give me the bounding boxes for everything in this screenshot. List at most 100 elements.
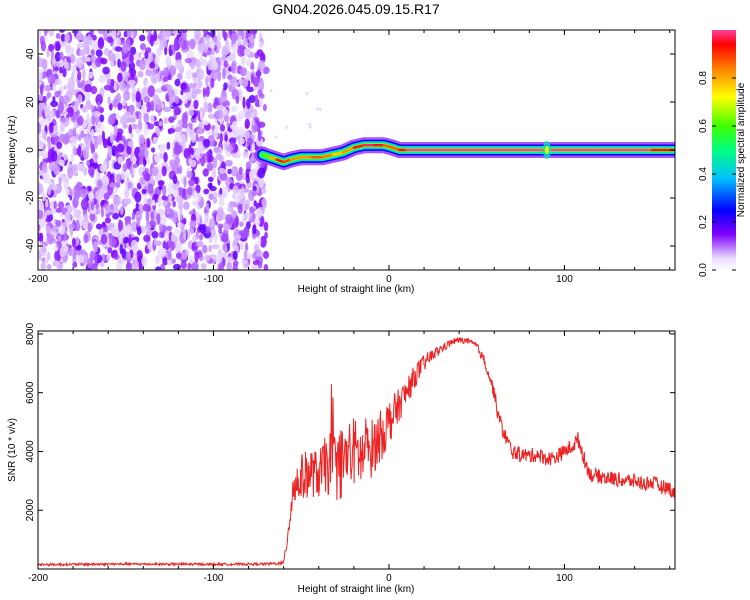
noise-speckle [103, 30, 108, 41]
noise-speckle [239, 229, 247, 240]
noise-speckle [90, 201, 95, 211]
noise-speckle [195, 240, 204, 248]
noise-speckle [47, 92, 52, 98]
noise-speckle [156, 213, 161, 226]
noise-speckle [183, 201, 190, 211]
noise-speckle [146, 157, 151, 165]
noise-speckle [94, 153, 98, 160]
noise-speckle [256, 49, 264, 57]
noise-speckle [254, 94, 259, 102]
noise-speckle [205, 34, 211, 43]
noise-speckle [223, 114, 230, 123]
x-tick-label: 100 [556, 573, 573, 584]
noise-speckle [44, 110, 52, 120]
noise-speckle [241, 56, 245, 67]
snr-ticks: -200 -100 0 100 2000 4000 6000 8000 [25, 322, 675, 584]
noise-speckle [97, 37, 105, 50]
noise-speckle [167, 182, 173, 194]
noise-speckle [251, 142, 256, 153]
noise-speckle [170, 233, 176, 242]
noise-speckle [57, 102, 64, 114]
noise-speckle [120, 205, 124, 216]
noise-speckle [203, 188, 210, 195]
noise-speckle [59, 51, 64, 60]
noise-speckle [215, 122, 219, 134]
noise-speckle [229, 52, 236, 62]
noise-speckle [214, 233, 218, 243]
noise-speckle [200, 156, 206, 167]
noise-speckle [237, 110, 246, 120]
noise-speckle [195, 184, 201, 194]
noise-speckle [237, 126, 245, 136]
noise-speckle [96, 93, 102, 100]
noise-speckle [274, 135, 278, 139]
noise-speckle [207, 102, 213, 113]
y-tick-label: 40 [25, 48, 36, 60]
noise-speckle [194, 176, 199, 185]
noise-speckle [210, 77, 215, 89]
noise-speckle [48, 30, 55, 37]
noise-speckle [48, 43, 55, 52]
noise-speckle [118, 220, 124, 233]
noise-speckle [116, 143, 125, 153]
noise-speckle [74, 98, 80, 108]
noise-speckle [202, 244, 208, 254]
noise-speckle [138, 59, 146, 71]
noise-speckle [83, 214, 89, 220]
snr-ylabel: SNR (10 * v/v) [7, 418, 18, 482]
signal-track-blob [544, 146, 549, 154]
noise-speckle [191, 200, 198, 206]
noise-speckle [238, 30, 244, 36]
noise-speckle [114, 195, 122, 207]
noise-speckle [257, 235, 262, 247]
y-tick-label: -40 [25, 238, 36, 253]
noise-speckle [159, 213, 167, 225]
noise-speckle [230, 206, 234, 215]
noise-speckle [192, 234, 197, 243]
noise-speckle [207, 155, 212, 163]
noise-speckle [228, 30, 233, 36]
noise-speckle [193, 76, 200, 84]
noise-speckle [69, 53, 76, 64]
noise-speckle [62, 234, 67, 242]
noise-speckle [188, 227, 195, 235]
noise-speckle [305, 92, 309, 96]
noise-speckle [285, 125, 289, 129]
noise-speckle [120, 115, 128, 126]
noise-speckle [76, 109, 80, 116]
noise-speckle [235, 234, 242, 240]
noise-speckle [138, 51, 142, 59]
noise-speckle [141, 188, 147, 195]
noise-speckle [145, 101, 152, 113]
noise-speckle [110, 227, 116, 235]
noise-speckle [187, 262, 191, 270]
noise-speckle [240, 137, 245, 145]
noise-speckle [258, 176, 264, 188]
noise-speckle [137, 70, 144, 78]
noise-speckle [244, 118, 250, 129]
noise-speckle [131, 172, 135, 178]
noise-speckle [129, 53, 134, 63]
noise-speckle [63, 244, 68, 253]
noise-speckle [245, 58, 252, 67]
noise-speckle [62, 68, 67, 78]
noise-speckle [263, 264, 269, 270]
noise-speckle [124, 188, 130, 199]
signal-track-layer [254, 137, 675, 170]
noise-speckle [95, 203, 100, 210]
noise-speckle [178, 199, 184, 211]
noise-speckle [63, 179, 69, 191]
noise-speckle [254, 217, 261, 225]
noise-speckle [228, 84, 233, 93]
noise-speckle [208, 40, 216, 49]
noise-speckle [234, 81, 239, 88]
noise-speckle [113, 250, 118, 259]
noise-speckle [38, 183, 44, 195]
noise-speckle [73, 190, 80, 201]
noise-speckle [118, 80, 126, 92]
noise-speckle [218, 227, 222, 234]
noise-speckle [223, 140, 227, 151]
noise-speckle [144, 148, 149, 161]
noise-speckle [57, 235, 62, 242]
noise-speckle [172, 200, 176, 208]
